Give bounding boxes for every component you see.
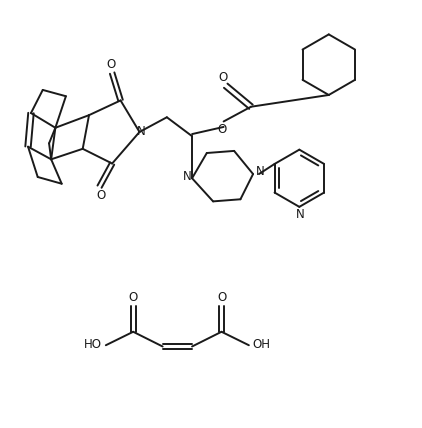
Text: N: N	[296, 208, 305, 221]
Text: O: O	[217, 291, 226, 304]
Text: O: O	[129, 291, 138, 304]
Text: N: N	[183, 170, 192, 183]
Text: O: O	[218, 71, 227, 84]
Text: N: N	[256, 166, 265, 178]
Text: N: N	[137, 125, 146, 138]
Text: HO: HO	[84, 338, 102, 351]
Text: O: O	[107, 58, 116, 71]
Text: OH: OH	[252, 338, 271, 351]
Text: O: O	[96, 189, 106, 202]
Text: O: O	[217, 122, 227, 136]
